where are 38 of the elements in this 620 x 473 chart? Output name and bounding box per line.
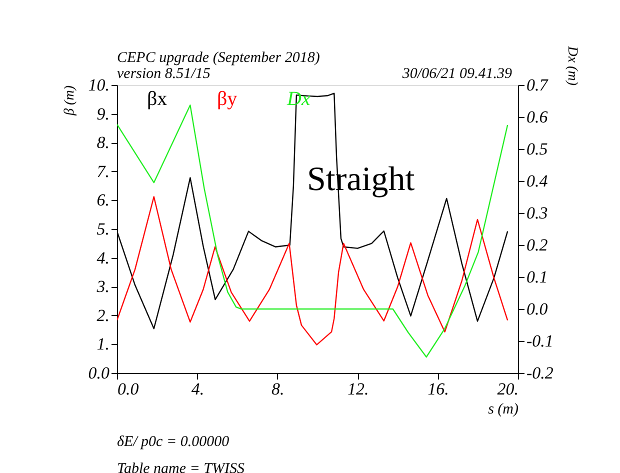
- x-axis-title: s (m): [488, 402, 518, 418]
- y2-tick-label: 0.2: [526, 236, 548, 254]
- y2-axis-title: Dx (m): [564, 45, 580, 86]
- y2-tick-label: 0.7: [526, 76, 550, 94]
- y-tick-label: 7.: [96, 162, 110, 181]
- y2-tick-label: 0.4: [526, 172, 548, 190]
- text: Table name = TWISS: [117, 461, 245, 473]
- chart-subtitle: version 8.51/15: [117, 66, 211, 82]
- line-series: [117, 196, 508, 346]
- text: δE/ p0c = 0.00000: [117, 434, 230, 450]
- y-tick-label: 4.: [96, 248, 110, 268]
- x-tick-label: 0.0: [118, 380, 140, 398]
- y2-tick-label: 0.1: [526, 268, 548, 286]
- y-tick-label: 1.: [96, 334, 110, 354]
- x-tick-label: 4.: [191, 380, 204, 398]
- x-tick-label: 20.: [497, 380, 518, 398]
- y-tick-label: 0.0: [88, 364, 110, 382]
- x-tick-label: 8.: [272, 380, 284, 398]
- y2-tick-label: 0.5: [526, 140, 548, 158]
- text: 30/06/21 09.41.39: [401, 66, 512, 82]
- y-tick-label: 6.: [96, 190, 110, 210]
- y-axis-title: β (m): [62, 85, 78, 116]
- y-tick-label: 2.: [96, 306, 110, 325]
- y2-tick-label: 0.3: [526, 204, 548, 222]
- y-tick-label: 9.: [96, 104, 110, 124]
- y-tick-label: 3.: [96, 277, 110, 296]
- text: βx: [147, 88, 168, 110]
- x-tick-label: 16.: [428, 380, 449, 398]
- y2-tick-label: 0.6: [526, 108, 548, 126]
- y2-tick-label: 0.0: [526, 300, 548, 318]
- chart-title: CEPC upgrade (September 2018): [117, 50, 320, 66]
- y-tick-label: 8.: [96, 133, 110, 152]
- text: βy: [217, 88, 238, 110]
- x-tick-label: 12.: [347, 380, 369, 398]
- y-tick-label: 10.: [88, 76, 110, 94]
- y2-tick-label: -0.1: [526, 332, 554, 350]
- y-tick-label: 5.: [96, 220, 110, 238]
- y2-tick-label: -0.2: [526, 364, 554, 382]
